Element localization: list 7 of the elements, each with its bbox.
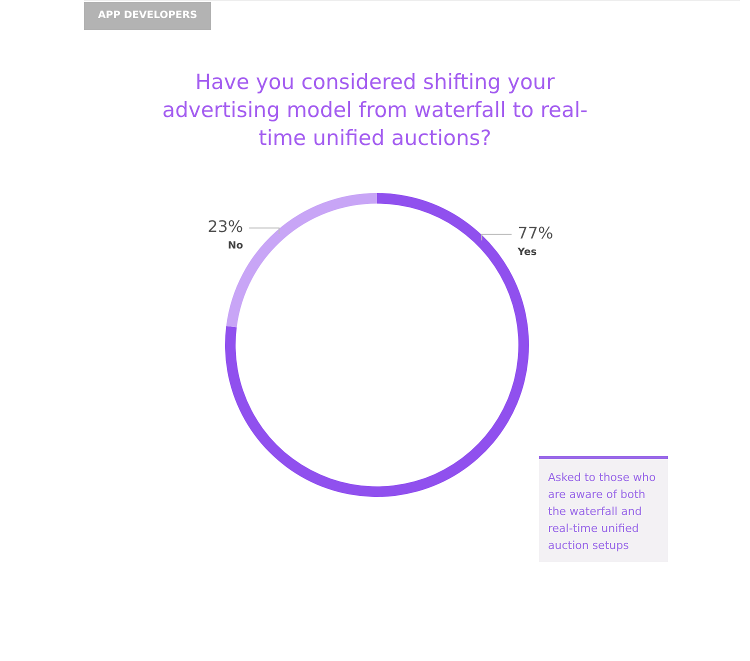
slice-label: No (228, 240, 244, 252)
text: Asked to those who are aware of both the waterfall and real-time unified auction setups (539, 456, 668, 562)
data-label: 23% (208, 217, 244, 236)
data-label: 77% (518, 224, 554, 243)
chart-title: Have you considered shifting your advertising model from waterfall to real-time unified auctions? (161, 69, 589, 152)
text: APP DEVELOPERS (84, 2, 212, 30)
slice-label: Yes (516, 246, 537, 258)
